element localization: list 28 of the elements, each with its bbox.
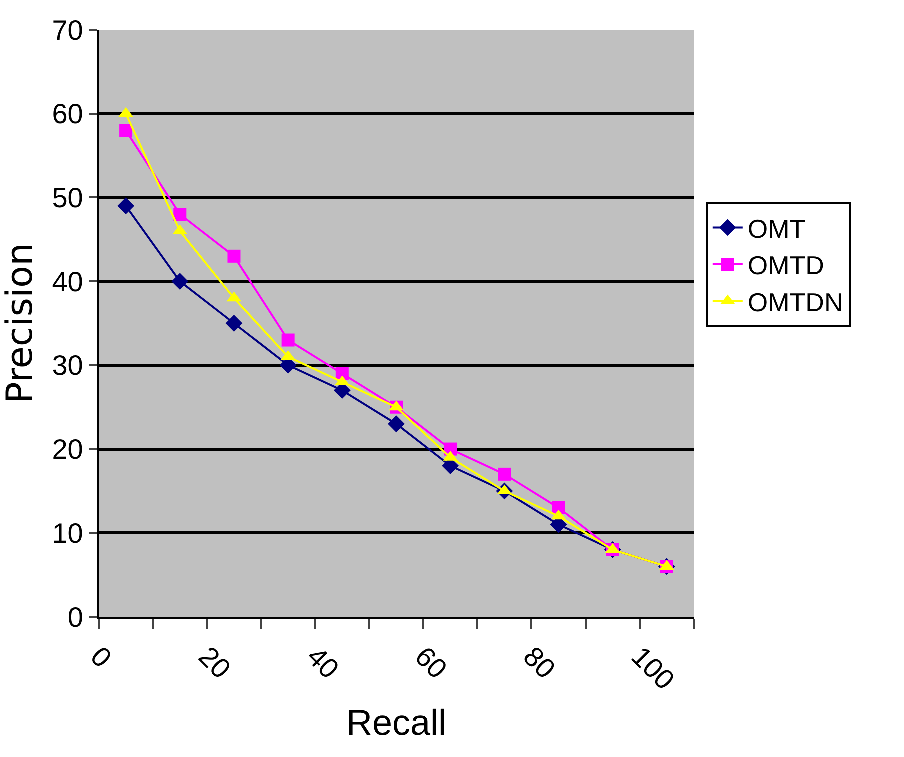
legend-label: OMTD — [748, 250, 824, 281]
legend-label: OMT — [748, 214, 806, 244]
y-tick-label: 30 — [52, 350, 84, 382]
point — [228, 250, 241, 263]
x-tick-label: 80 — [518, 640, 562, 685]
point — [226, 315, 243, 332]
x-tick-label: 20 — [193, 640, 237, 685]
legend-label: OMTDN — [748, 287, 844, 318]
point — [118, 198, 134, 215]
y-tick-label: 70 — [52, 14, 84, 46]
y-tick-label: 0 — [68, 602, 84, 633]
point — [174, 208, 187, 221]
y-tick-label: 60 — [52, 98, 84, 130]
y-tick-label: 10 — [52, 518, 84, 549]
x-tick-label: 100 — [626, 640, 681, 696]
point — [282, 334, 295, 347]
x-tick-label: 60 — [409, 640, 454, 685]
point — [120, 124, 133, 138]
point — [172, 273, 189, 290]
point — [388, 416, 405, 433]
point — [498, 468, 512, 481]
x-tick-label: 40 — [301, 640, 346, 685]
y-tick-label: 50 — [52, 182, 84, 214]
y-tick-label: 40 — [52, 266, 84, 298]
y-tick-label: 20 — [52, 434, 84, 466]
y-axis-title: Precision — [0, 243, 41, 404]
x-tick-label: 0 — [84, 640, 118, 674]
x-axis-title: Recall — [346, 702, 447, 743]
